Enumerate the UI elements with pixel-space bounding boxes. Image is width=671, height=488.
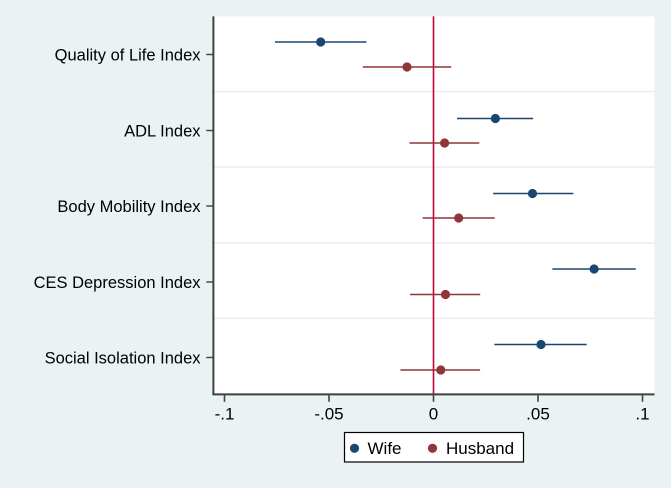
svg-text:ADL Index: ADL Index — [124, 122, 201, 140]
svg-text:Wife: Wife — [368, 439, 402, 458]
svg-text:Husband: Husband — [446, 439, 514, 458]
svg-text:0: 0 — [429, 404, 438, 423]
svg-text:CES Depression Index: CES Depression Index — [34, 274, 202, 292]
svg-text:Quality of Life Index: Quality of Life Index — [55, 46, 202, 64]
svg-text:-.05: -.05 — [314, 404, 343, 423]
svg-text:-.1: -.1 — [215, 404, 235, 423]
svg-text:.1: .1 — [635, 404, 649, 423]
svg-text:Social Isolation Index: Social Isolation Index — [45, 349, 202, 367]
svg-text:Body Mobility Index: Body Mobility Index — [57, 198, 201, 216]
svg-text:.05: .05 — [526, 404, 550, 423]
